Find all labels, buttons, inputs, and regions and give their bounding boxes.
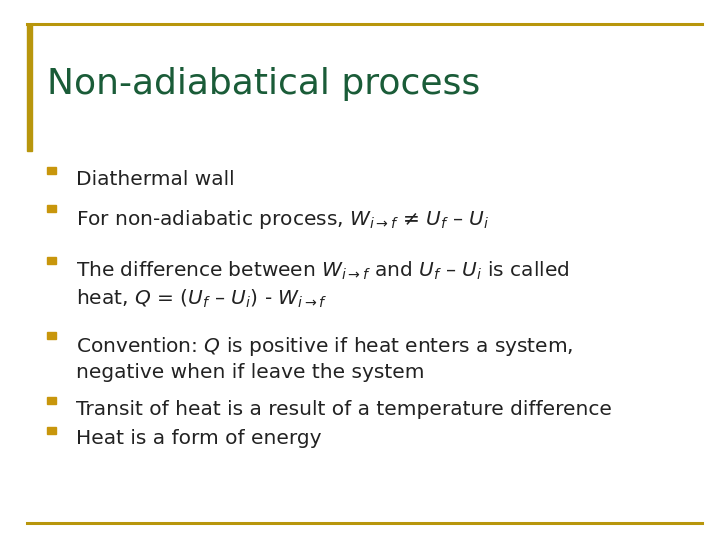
Text: Convention: $Q$ is positive if heat enters a system,
negative when if leave the : Convention: $Q$ is positive if heat ente…	[76, 335, 573, 382]
Bar	[47, 256, 56, 264]
Text: Heat is a form of energy: Heat is a form of energy	[76, 429, 321, 448]
Bar	[27, 24, 32, 151]
Text: Transit of heat is a result of a temperature difference: Transit of heat is a result of a tempera…	[76, 400, 611, 419]
Bar	[47, 397, 56, 404]
Text: Diathermal wall: Diathermal wall	[76, 170, 234, 189]
Text: For non-adiabatic process, $W_{i\rightarrow f}$ ≠ $U_{f}$ – $U_{i}$: For non-adiabatic process, $W_{i\rightar…	[76, 208, 489, 231]
Bar	[47, 167, 56, 174]
Bar	[47, 427, 56, 434]
Bar	[47, 205, 56, 212]
Text: Non-adiabatical process: Non-adiabatical process	[47, 67, 480, 100]
Text: The difference between $W_{i\rightarrow f}$ and $U_{f}$ – $U_{i}$ is called
heat: The difference between $W_{i\rightarrow …	[76, 259, 570, 310]
Bar	[47, 332, 56, 339]
